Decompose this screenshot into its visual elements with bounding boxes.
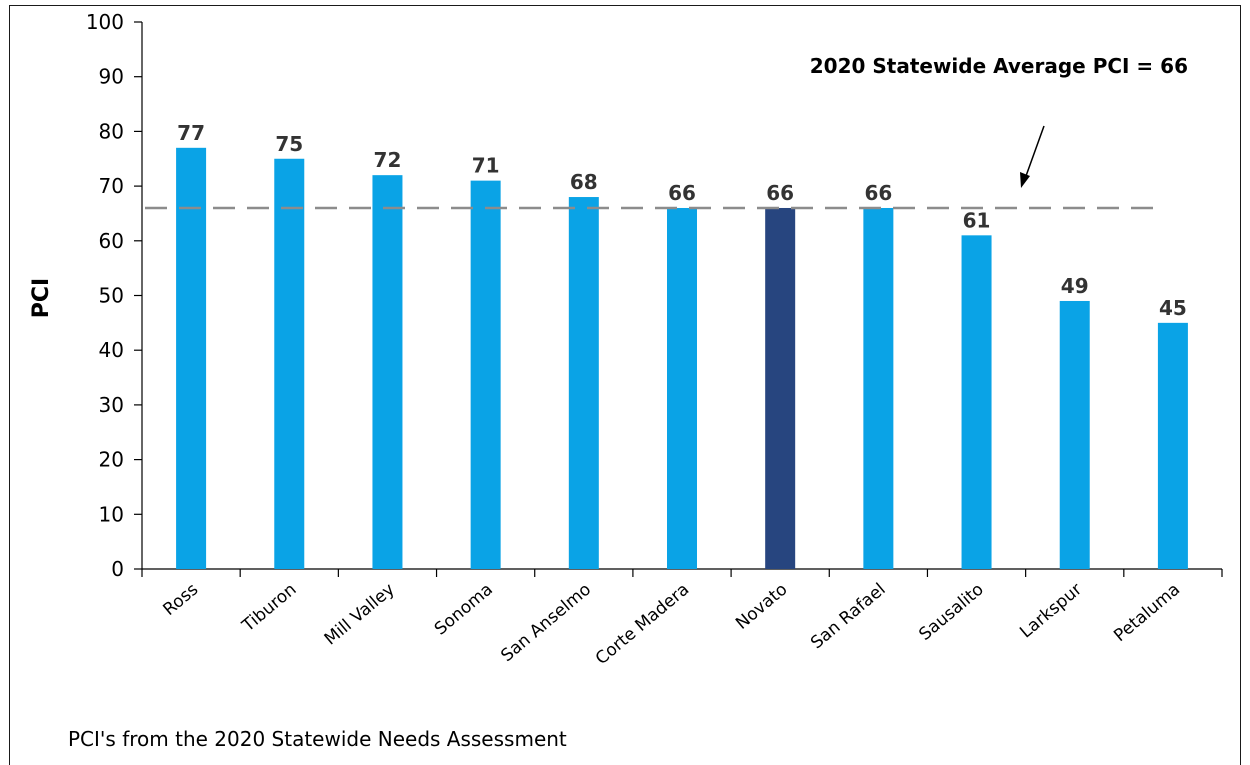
statewide-average-annotation: 2020 Statewide Average PCI = 66 — [810, 54, 1188, 78]
category-label: San Anselmo — [497, 580, 595, 667]
annotation-arrow — [1025, 125, 1045, 177]
data-label: 71 — [472, 154, 500, 178]
data-label: 66 — [766, 181, 794, 205]
y-tick-label: 40 — [99, 338, 124, 362]
y-tick-label: 80 — [99, 119, 124, 143]
bar-san-anselmo — [568, 197, 599, 570]
data-label: 68 — [570, 170, 598, 194]
data-label: 75 — [275, 132, 303, 156]
y-tick-label: 90 — [99, 65, 124, 89]
y-tick-label: 0 — [111, 557, 124, 581]
category-label: Sausalito — [915, 580, 987, 645]
bar-mill-valley — [372, 175, 403, 569]
category-label: Novato — [732, 580, 791, 634]
data-label: 61 — [963, 208, 991, 232]
y-tick-label: 20 — [99, 448, 124, 472]
y-tick-label: 50 — [99, 284, 124, 308]
data-label: 77 — [177, 121, 205, 145]
category-label: Petaluma — [1110, 580, 1184, 647]
y-tick-label: 10 — [99, 502, 124, 526]
y-tick-label: 60 — [99, 229, 124, 253]
y-tick-label: 30 — [99, 393, 124, 417]
bar-larkspur — [1059, 300, 1090, 569]
bar-ross — [176, 147, 207, 569]
data-label: 49 — [1061, 274, 1089, 298]
category-label: Larkspur — [1016, 580, 1086, 643]
y-tick-label: 70 — [99, 174, 124, 198]
y-axis-label: PCI — [29, 278, 54, 318]
bar-san-rafael — [863, 207, 894, 570]
annotation-arrowhead — [1020, 172, 1030, 188]
bar-sausalito — [961, 235, 992, 569]
footnote: PCI's from the 2020 Statewide Needs Asse… — [68, 727, 567, 751]
category-label: Mill Valley — [321, 580, 399, 650]
data-label: 45 — [1159, 296, 1187, 320]
data-label: 66 — [864, 181, 892, 205]
bar-tiburon — [274, 158, 305, 569]
chart-frame — [9, 5, 1241, 765]
bar-sonoma — [470, 180, 501, 569]
category-label: Corte Madera — [592, 580, 693, 670]
y-tick-label: 100 — [86, 10, 124, 34]
data-label: 66 — [668, 181, 696, 205]
bar-corte-madera — [667, 207, 697, 570]
category-label: San Rafael — [807, 580, 889, 654]
category-label: Tiburon — [238, 580, 301, 637]
category-label: Sonoma — [431, 580, 497, 640]
data-label: 72 — [374, 148, 402, 172]
bar-novato — [765, 207, 796, 570]
category-label: Ross — [159, 579, 202, 620]
bar-petaluma — [1157, 322, 1188, 569]
